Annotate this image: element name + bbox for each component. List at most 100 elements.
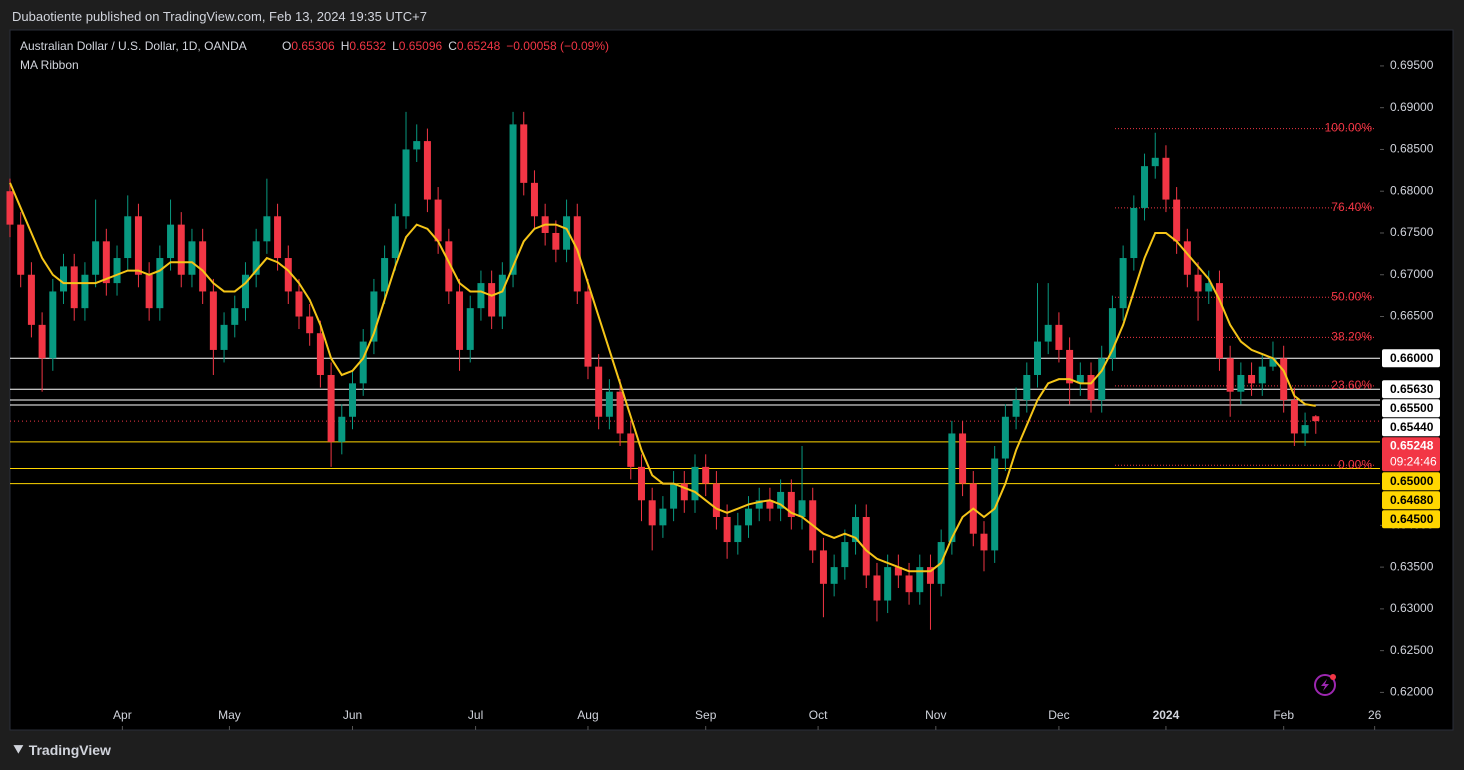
candle-body bbox=[980, 533, 988, 551]
candle-body bbox=[1130, 207, 1138, 259]
level-tag-label: 0.66000 bbox=[1390, 351, 1434, 365]
candle-body bbox=[991, 458, 999, 551]
fib-label: 50.00% bbox=[1331, 289, 1372, 303]
x-tick-label: May bbox=[218, 708, 241, 722]
candle-body bbox=[905, 575, 913, 593]
chart-title: Australian Dollar / U.S. Dollar, 1D, OAN… bbox=[20, 39, 247, 53]
candle-body bbox=[1055, 324, 1063, 350]
y-tick-label: 0.62000 bbox=[1390, 685, 1434, 699]
candle-body bbox=[1034, 341, 1041, 375]
candle-body bbox=[177, 224, 185, 275]
candle-body bbox=[1098, 358, 1106, 401]
y-tick-label: 0.69500 bbox=[1390, 58, 1434, 72]
candle-body bbox=[1237, 374, 1245, 392]
candle-body bbox=[1301, 425, 1309, 434]
candle-body bbox=[1119, 258, 1127, 309]
x-tick-label: Feb bbox=[1273, 708, 1294, 722]
candle-body bbox=[841, 542, 849, 568]
candle-body bbox=[873, 575, 881, 601]
candle-body bbox=[456, 291, 464, 350]
candle-body bbox=[926, 567, 934, 584]
candle-body bbox=[1183, 241, 1191, 275]
ohlc-item: L bbox=[392, 39, 399, 53]
candle-body bbox=[702, 466, 710, 484]
candle-body bbox=[284, 258, 292, 292]
candle-body bbox=[755, 500, 763, 509]
level-tag bbox=[1382, 349, 1440, 368]
y-tick-label: 0.63500 bbox=[1390, 559, 1434, 573]
candle-body bbox=[338, 416, 346, 442]
level-tag-label: 0.64500 bbox=[1390, 512, 1434, 526]
candle-body bbox=[498, 274, 506, 317]
ohlc-item: −0.00058 (−0.09%) bbox=[506, 39, 609, 53]
ohlc-item: 0.6532 bbox=[349, 39, 386, 53]
level-tag-label: 0.65000 bbox=[1390, 474, 1434, 488]
candle-body bbox=[1226, 358, 1234, 392]
candle-body bbox=[38, 324, 46, 359]
candle-body bbox=[1290, 400, 1298, 434]
x-tick-label: Apr bbox=[113, 708, 132, 722]
candle-body bbox=[6, 191, 14, 225]
candle-body bbox=[1151, 157, 1159, 167]
candle-body bbox=[530, 182, 538, 217]
x-tick-label: Sep bbox=[695, 708, 717, 722]
candle-body bbox=[252, 241, 260, 275]
level-tag bbox=[1382, 399, 1440, 418]
candle-body bbox=[199, 241, 207, 292]
candle-body bbox=[884, 567, 892, 601]
ohlc-item: 0.65248 bbox=[457, 39, 501, 53]
candle-body bbox=[691, 466, 699, 501]
candle-body bbox=[381, 258, 389, 292]
candle-body bbox=[274, 216, 282, 259]
candle-body bbox=[830, 567, 838, 584]
candle-body bbox=[637, 466, 645, 501]
level-tag bbox=[1382, 418, 1440, 437]
candle-body bbox=[819, 550, 827, 584]
candle-body bbox=[1012, 400, 1020, 417]
candle-body bbox=[124, 216, 132, 259]
candle-body bbox=[391, 216, 399, 259]
candle-body bbox=[49, 291, 57, 359]
candle-body bbox=[1044, 324, 1052, 342]
candle-body bbox=[295, 291, 303, 317]
candle-body bbox=[1173, 199, 1181, 242]
candle-body bbox=[167, 224, 175, 259]
candle-body bbox=[1162, 157, 1170, 200]
candle-body bbox=[1312, 416, 1320, 422]
publisher: Dubaotiente published on TradingView.com… bbox=[12, 9, 427, 24]
countdown: 09:24:46 bbox=[1390, 454, 1437, 468]
candle-body bbox=[102, 241, 110, 284]
candle-body bbox=[573, 216, 581, 292]
candle-body bbox=[734, 525, 742, 543]
candle-body bbox=[1087, 374, 1095, 401]
candle-body bbox=[209, 291, 217, 350]
candle-body bbox=[680, 483, 688, 501]
candle-body bbox=[563, 216, 571, 250]
candle-body bbox=[616, 391, 624, 434]
candle-body bbox=[477, 283, 485, 309]
x-tick-label: Jun bbox=[343, 708, 362, 722]
candle-body bbox=[413, 141, 421, 150]
ohlc-item: H bbox=[341, 39, 350, 53]
candle-body bbox=[745, 508, 753, 526]
candle-body bbox=[466, 308, 474, 350]
candle-body bbox=[659, 508, 667, 526]
candle-body bbox=[520, 124, 528, 183]
candle-body bbox=[723, 516, 731, 543]
x-tick-label: Nov bbox=[925, 708, 946, 722]
candle-body bbox=[27, 274, 35, 325]
x-tick-label: Aug bbox=[577, 708, 598, 722]
candle-body bbox=[134, 216, 142, 275]
ma-line bbox=[9, 182, 1316, 573]
candle-body bbox=[1001, 416, 1009, 459]
fib-label: 76.40% bbox=[1331, 200, 1372, 214]
level-tag bbox=[1382, 472, 1440, 491]
candle-body bbox=[798, 500, 806, 517]
candle-body bbox=[349, 383, 356, 417]
fib-label: 23.60% bbox=[1331, 378, 1372, 392]
candle-body bbox=[1023, 374, 1031, 401]
brand-text: TradingView bbox=[28, 742, 111, 758]
candle-body bbox=[584, 291, 592, 367]
candle-body bbox=[916, 567, 924, 593]
